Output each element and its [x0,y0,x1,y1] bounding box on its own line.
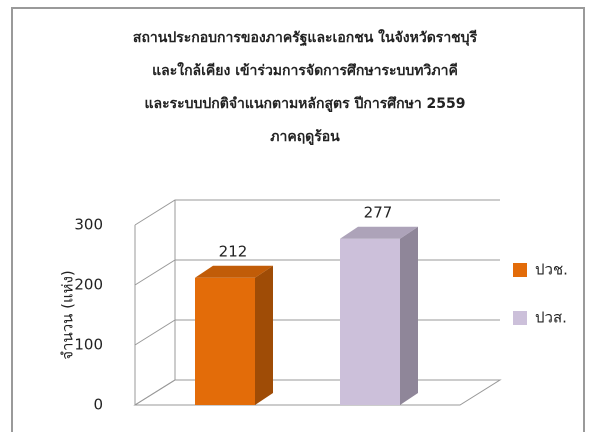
chart-title: และระบบปกติจำแนกตามหลักสูตร ปีการศึกษา 2… [144,95,465,112]
bar-top [340,226,418,239]
legend-label: ปวช. [535,261,568,279]
legend-swatch [513,311,527,325]
floor [133,379,502,406]
y-tick-label: 200 [74,276,103,294]
chart-title: สถานประกอบการของภาครัฐและเอกชน ในจังหวัด… [133,28,478,47]
chart-border [11,7,585,436]
bar [340,238,400,405]
chart-title: และใกล้เคียง เข้าร่วมการจัดการศึกษาระบบท… [152,61,458,79]
y-tick-label: 300 [74,216,103,234]
legend-swatch [513,263,527,277]
y-tick-label: 0 [93,396,103,414]
data-label: 277 [364,203,393,221]
bar-side [400,226,418,405]
y-axis-label: จำนวน (แห่ง) [59,270,77,360]
bar-side [255,265,273,405]
legend-label: ปวส. [535,309,567,327]
chart-title: ภาคฤดูร้อน [270,129,340,145]
bar-top [195,265,273,278]
y-tick-label: 100 [74,336,103,354]
bar [195,277,255,405]
data-label: 212 [219,242,248,260]
grid-line [134,199,500,226]
